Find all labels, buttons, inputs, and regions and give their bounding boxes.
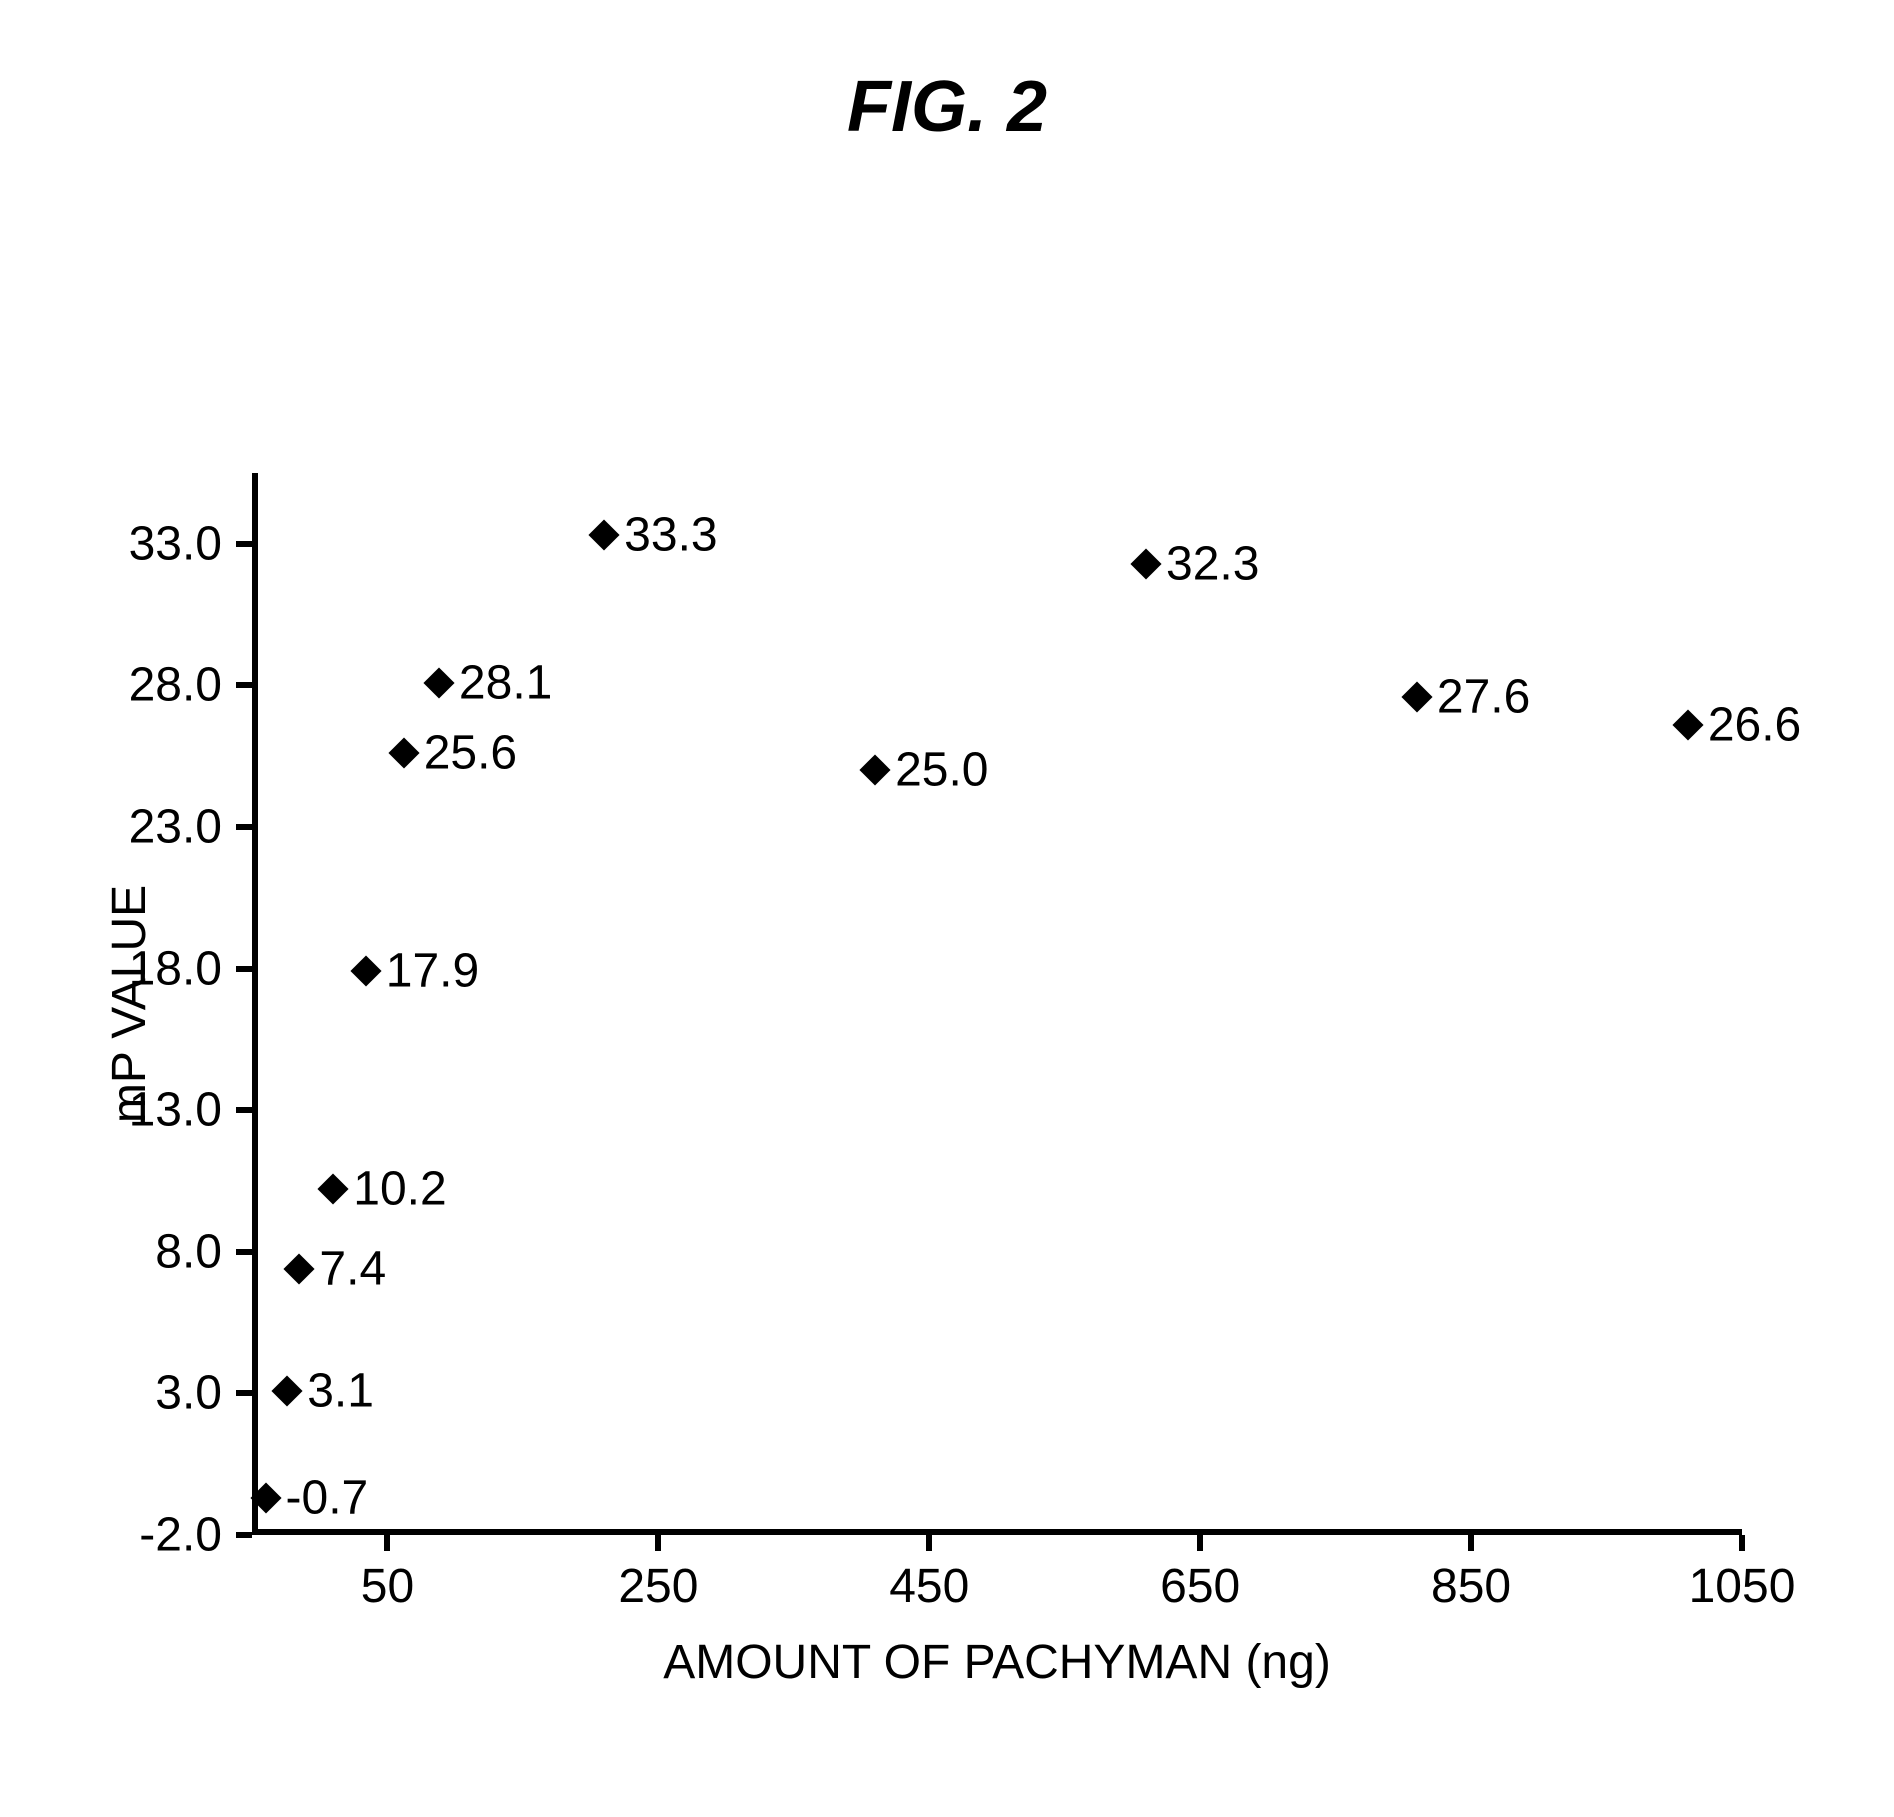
scatter-point [1672, 709, 1703, 740]
scatter-point-label: -0.7 [286, 1471, 369, 1526]
y-tick [236, 682, 252, 688]
scatter-point [350, 956, 381, 987]
scatter-point [589, 520, 620, 551]
x-tick [1468, 1535, 1474, 1551]
scatter-point [860, 755, 891, 786]
scatter-point [318, 1174, 349, 1205]
y-tick [236, 824, 252, 830]
x-tick-label: 250 [618, 1559, 698, 1614]
y-axis-line [252, 473, 258, 1535]
x-tick-label: 650 [1160, 1559, 1240, 1614]
x-tick [1197, 1535, 1203, 1551]
x-tick [1739, 1535, 1745, 1551]
figure: FIG. 2 502504506508501050-2.03.08.013.01… [0, 0, 1894, 1817]
x-tick [384, 1535, 390, 1551]
x-tick [655, 1535, 661, 1551]
scatter-point-label: 27.6 [1437, 669, 1530, 724]
scatter-point [284, 1253, 315, 1284]
y-tick [236, 966, 252, 972]
scatter-point-label: 26.6 [1708, 698, 1801, 753]
y-axis-title: mP VALUE [102, 473, 157, 1535]
y-tick-label: 8.0 [155, 1224, 222, 1279]
x-tick [926, 1535, 932, 1551]
y-tick [236, 1390, 252, 1396]
scatter-point [388, 738, 419, 769]
scatter-point [1130, 548, 1161, 579]
y-tick [236, 1249, 252, 1255]
x-tick-label: 50 [361, 1559, 414, 1614]
scatter-point [1401, 681, 1432, 712]
y-tick-label: 3.0 [155, 1366, 222, 1421]
y-tick [236, 1107, 252, 1113]
y-tick [236, 541, 252, 547]
figure-title: FIG. 2 [0, 66, 1894, 148]
scatter-point-label: 25.6 [424, 726, 517, 781]
scatter-point-label: 32.3 [1166, 536, 1259, 591]
scatter-point [272, 1375, 303, 1406]
scatter-point-label: 10.2 [353, 1162, 446, 1217]
y-tick [236, 1532, 252, 1538]
scatter-point-label: 17.9 [386, 944, 479, 999]
scatter-point [423, 667, 454, 698]
x-tick-label: 850 [1431, 1559, 1511, 1614]
x-tick-label: 1050 [1689, 1559, 1796, 1614]
scatter-point-label: 7.4 [319, 1241, 386, 1296]
scatter-point-label: 28.1 [459, 655, 552, 710]
x-axis-line [252, 1529, 1742, 1535]
plot-area: 502504506508501050-2.03.08.013.018.023.0… [252, 473, 1742, 1535]
scatter-point-label: 25.0 [895, 743, 988, 798]
x-tick-label: 450 [889, 1559, 969, 1614]
x-axis-title: AMOUNT OF PACHYMAN (ng) [252, 1635, 1742, 1690]
scatter-point-label: 3.1 [307, 1363, 374, 1418]
scatter-point-label: 33.3 [624, 508, 717, 563]
